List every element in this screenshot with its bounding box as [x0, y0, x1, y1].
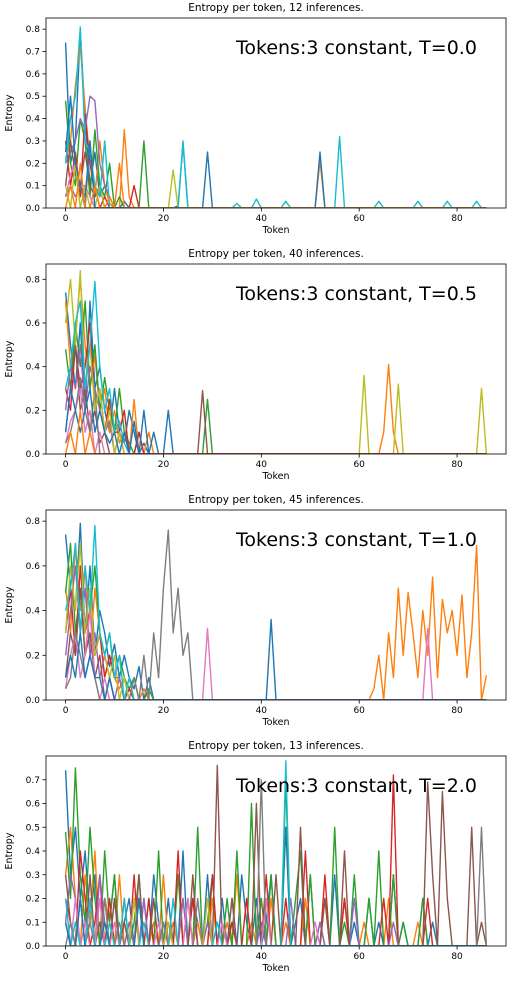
y-tick-label: 0.2	[26, 651, 40, 661]
series-line	[64, 387, 487, 454]
chart-title: Entropy per token, 40 inferences.	[188, 248, 364, 260]
x-tick-label: 20	[158, 460, 170, 470]
y-tick-label: 0.3	[26, 137, 40, 147]
y-tick-label: 0.2	[26, 895, 40, 905]
series-line	[65, 529, 487, 700]
series-line	[64, 344, 487, 454]
series-line	[64, 46, 487, 208]
x-tick-label: 80	[451, 706, 463, 716]
series-line	[64, 522, 487, 700]
plot-frame	[45, 17, 507, 209]
y-axis-label: Entropy	[4, 340, 15, 377]
x-tick-label: 40	[256, 952, 268, 962]
y-tick-label: 0.8	[26, 25, 41, 35]
y-tick-label: 0.7	[26, 776, 40, 786]
y-tick-label: 0.4	[26, 363, 41, 373]
series-line	[64, 322, 487, 454]
series-line	[64, 140, 487, 208]
y-tick-label: 0.4	[26, 847, 41, 857]
chart-annotation: Tokens:3 constant, T=2.0	[235, 775, 477, 797]
x-axis-label: Token	[261, 717, 289, 728]
chart-annotation: Tokens:3 constant, T=0.0	[235, 37, 477, 59]
x-axis-label: Token	[261, 963, 289, 974]
y-tick-label: 0.1	[26, 918, 40, 928]
y-tick-label: 0.8	[26, 517, 41, 527]
y-tick-label: 0.3	[26, 871, 40, 881]
y-tick-label: 0.0	[26, 450, 41, 460]
series-line	[64, 140, 487, 208]
series-line	[64, 278, 487, 454]
y-tick-label: 0.0	[26, 696, 41, 706]
y-tick-label: 0.4	[26, 115, 41, 125]
series-line	[64, 774, 487, 946]
y-tick-label: 0.2	[26, 159, 40, 169]
y-tick-label: 0.6	[26, 319, 41, 329]
x-tick-label: 80	[451, 460, 463, 470]
y-tick-label: 0.4	[26, 607, 41, 617]
chart-panel: Entropy per token, 40 inferences. 0 20 40 60…	[4, 248, 507, 482]
series-line	[64, 280, 487, 454]
x-tick-label: 60	[353, 952, 365, 962]
x-tick-label: 0	[63, 952, 69, 962]
x-tick-label: 80	[451, 952, 463, 962]
plot-frame	[45, 263, 507, 455]
y-tick-label: 0.8	[26, 275, 41, 285]
x-tick-label: 60	[353, 460, 365, 470]
y-tick-label: 0.5	[26, 92, 40, 102]
y-tick-label: 0.2	[26, 406, 40, 416]
x-axis-label: Token	[261, 471, 289, 482]
chart-annotation: Tokens:3 constant, T=1.0	[235, 529, 477, 551]
x-tick-label: 20	[158, 952, 170, 962]
x-tick-label: 60	[353, 214, 365, 224]
series-line	[64, 897, 487, 946]
chart-title: Entropy per token, 12 inferences.	[188, 2, 364, 14]
series-line	[64, 113, 487, 208]
y-axis-label: Entropy	[4, 94, 15, 131]
chart-panel: Entropy per token, 45 inferences. 0 20 40 60…	[4, 494, 507, 728]
y-axis-label: Entropy	[4, 586, 15, 623]
chart-title: Entropy per token, 13 inferences.	[188, 740, 364, 752]
x-tick-label: 20	[158, 706, 170, 716]
chart-annotation: Tokens:3 constant, T=0.5	[235, 283, 477, 305]
series-line	[64, 300, 487, 454]
x-tick-label: 40	[256, 706, 268, 716]
series-line	[64, 26, 487, 208]
y-tick-label: 0.6	[26, 562, 41, 572]
y-axis-label: Entropy	[4, 832, 15, 869]
y-tick-label: 0.6	[26, 800, 41, 810]
series-line	[64, 344, 487, 454]
x-axis-label: Token	[261, 225, 289, 236]
y-tick-label: 0.1	[26, 182, 40, 192]
y-tick-label: 0.0	[26, 942, 41, 952]
y-tick-label: 0.0	[26, 204, 41, 214]
x-tick-label: 20	[158, 214, 170, 224]
x-tick-label: 0	[63, 460, 69, 470]
y-tick-label: 0.7	[26, 48, 40, 58]
series-line	[65, 897, 487, 946]
chart-panel: Entropy per token, 12 inferences. 0 20 40 60…	[4, 2, 507, 236]
x-tick-label: 0	[63, 214, 69, 224]
chart-title: Entropy per token, 45 inferences.	[188, 494, 364, 506]
x-tick-label: 80	[451, 214, 463, 224]
x-tick-label: 40	[256, 214, 268, 224]
series-line	[64, 764, 488, 946]
y-tick-label: 0.6	[26, 70, 41, 80]
plot-frame	[45, 509, 507, 701]
x-tick-label: 60	[353, 706, 365, 716]
x-tick-label: 0	[63, 706, 69, 716]
x-tick-label: 40	[256, 460, 268, 470]
chart-panel: Entropy per token, 13 inferences. 0 20 40 60…	[4, 740, 507, 974]
series-line	[64, 292, 487, 454]
y-tick-label: 0.5	[26, 823, 40, 833]
